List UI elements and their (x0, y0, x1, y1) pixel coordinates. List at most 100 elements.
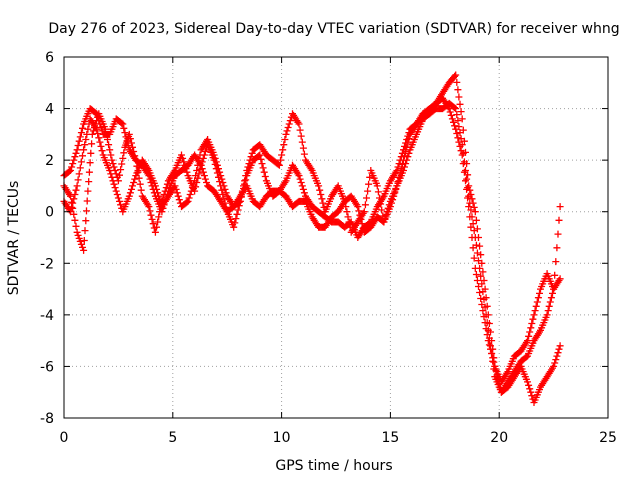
data-point (383, 208, 391, 216)
data-point (477, 272, 485, 280)
data-point (473, 277, 481, 284)
data-point (487, 345, 494, 353)
data-point (451, 122, 459, 130)
data-point (191, 177, 199, 185)
data-point (74, 231, 82, 239)
data-point (231, 219, 239, 227)
data-point (405, 149, 413, 157)
data-point (109, 177, 117, 185)
data-point (106, 167, 114, 174)
data-point (185, 194, 193, 202)
plot-frame (63, 56, 609, 419)
data-point (404, 132, 412, 140)
data-point (93, 125, 101, 133)
data-point (129, 182, 136, 190)
data-point (378, 206, 386, 214)
data-point (466, 213, 474, 221)
data-point (458, 151, 466, 159)
data-point (97, 124, 105, 131)
data-point (463, 175, 471, 183)
data-point (83, 197, 91, 205)
data-point (98, 147, 106, 155)
data-point (93, 110, 101, 118)
data-point (186, 191, 194, 198)
data-point (396, 156, 404, 164)
data-point (160, 201, 168, 209)
data-point (403, 136, 411, 143)
data-point (88, 140, 96, 148)
data-point (261, 173, 269, 180)
data-point (213, 161, 221, 169)
data-point (233, 210, 241, 218)
data-point (452, 105, 460, 113)
data-point (554, 349, 562, 357)
data-point (356, 211, 364, 219)
data-point (75, 170, 83, 178)
data-point (218, 175, 226, 183)
data-point (445, 105, 453, 113)
data-point (479, 307, 487, 315)
data-point (455, 138, 463, 146)
data-point (80, 146, 88, 154)
data-point (470, 254, 478, 262)
data-point (112, 187, 120, 195)
data-point (72, 186, 80, 194)
data-point (200, 172, 208, 180)
data-point (355, 207, 363, 215)
data-point (218, 186, 226, 194)
data-point (147, 211, 155, 219)
data-point (373, 182, 381, 190)
data-point (480, 313, 488, 321)
data-point (153, 223, 160, 231)
data-point (274, 160, 282, 168)
data-point (146, 207, 154, 215)
data-point (544, 307, 552, 315)
data-point (476, 289, 484, 296)
data-point (453, 111, 461, 119)
data-point (471, 264, 479, 272)
data-point (363, 194, 370, 202)
y-axis-label: SDTVAR / TECUs (6, 181, 22, 296)
data-point (553, 352, 561, 360)
data-point (454, 134, 462, 142)
data-point (83, 130, 91, 138)
data-point (400, 146, 407, 154)
y-tick-label: -6 (40, 359, 54, 375)
data-point (84, 125, 92, 133)
data-point (401, 163, 408, 171)
data-point (358, 220, 366, 228)
data-point (298, 182, 306, 190)
data-point (286, 117, 294, 125)
data-point (126, 189, 134, 197)
data-point (128, 185, 135, 193)
data-point (546, 298, 554, 306)
data-point (122, 133, 130, 141)
data-point (552, 258, 560, 266)
data-point (553, 244, 561, 252)
x-tick-label: 25 (599, 430, 617, 446)
data-point (384, 204, 392, 212)
data-point (550, 362, 558, 370)
data-point (532, 302, 540, 310)
data-point (145, 172, 153, 180)
data-point (448, 115, 456, 123)
data-point (69, 160, 77, 168)
data-point (382, 211, 390, 219)
data-point (172, 185, 180, 193)
data-point (248, 149, 256, 157)
data-point (76, 237, 84, 245)
data-point (259, 164, 267, 172)
data-point (68, 163, 76, 171)
data-point (65, 167, 73, 175)
data-point (398, 149, 406, 157)
data-point (120, 149, 128, 157)
data-point (527, 388, 535, 396)
x-axis-label: GPS time / hours (275, 458, 392, 474)
data-point (297, 132, 305, 140)
data-point (113, 191, 121, 198)
data-point (477, 295, 485, 302)
data-point (82, 217, 90, 225)
data-point (471, 208, 479, 216)
data-point (125, 192, 133, 200)
data-point (85, 168, 93, 176)
